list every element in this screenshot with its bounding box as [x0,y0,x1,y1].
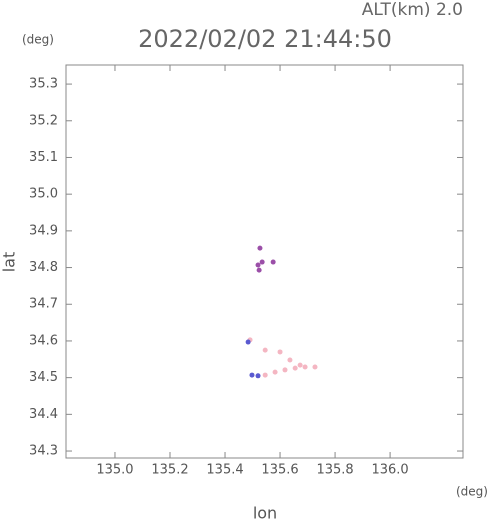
point [245,339,251,345]
point [297,362,303,368]
y-axis-label: lat [0,252,19,273]
x-tick-label: 135.8 [316,463,353,478]
y-tick-label: 35.0 [29,187,58,202]
point [257,245,263,251]
chart-title: 2022/02/02 21:44:50 [138,25,392,53]
y-tick-label: 34.7 [29,297,58,312]
x-tick-label: 135.6 [261,463,298,478]
y-tick-label: 34.6 [29,333,58,348]
point [249,372,255,378]
x-tick-label: 135.4 [206,463,243,478]
point [270,259,276,265]
point [312,364,318,370]
plot-frame [65,64,464,459]
point [292,365,298,371]
x-unit: (deg) [456,485,488,499]
x-axis-label: lon [253,504,277,521]
point [262,347,268,353]
point [282,367,288,373]
y-tick-label: 34.5 [29,370,58,385]
point [256,267,262,273]
y-tick-label: 34.3 [29,444,58,459]
x-tick-label: 136.0 [371,463,408,478]
y-unit: (deg) [22,33,54,47]
y-tick-label: 35.3 [29,77,58,92]
y-tick-label: 34.9 [29,223,58,238]
point [255,373,261,379]
point [277,349,283,355]
altitude: ALT(km) 2.0 [362,0,463,20]
x-tick-label: 135.2 [151,463,188,478]
point [262,372,268,378]
point [272,369,278,375]
point [255,262,261,268]
x-tick-label: 135.0 [96,463,133,478]
point [259,259,265,265]
y-tick-label: 35.1 [29,150,58,165]
point [302,364,308,370]
point [287,357,293,363]
y-tick-label: 34.8 [29,260,58,275]
y-tick-label: 35.2 [29,113,58,128]
y-tick-label: 34.4 [29,407,58,422]
